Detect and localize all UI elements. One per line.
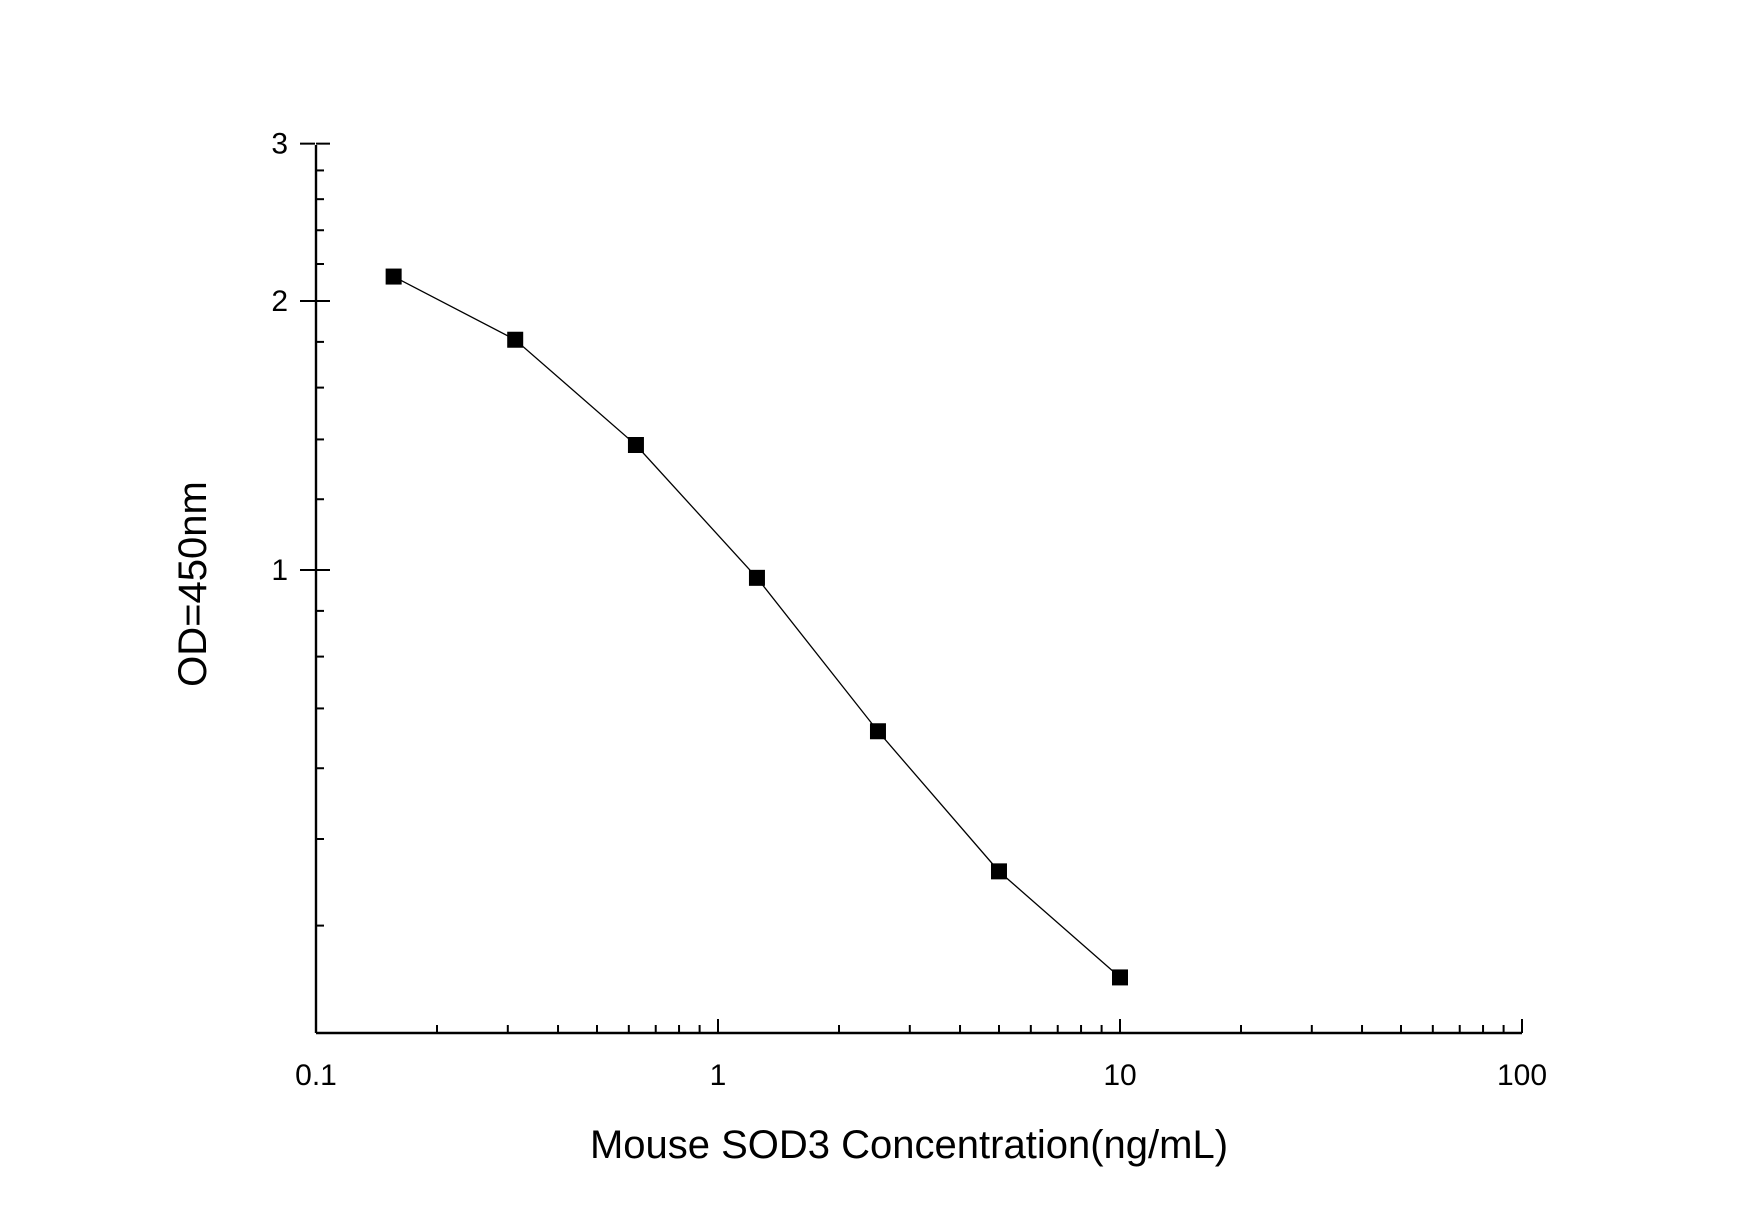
data-point bbox=[869, 723, 886, 740]
x-tick-label: 1 bbox=[710, 1059, 727, 1092]
x-tick-label: 0.1 bbox=[295, 1059, 337, 1092]
data-point bbox=[627, 437, 644, 454]
data-point bbox=[990, 863, 1007, 880]
y-tick-labels: 1 2 3 bbox=[271, 128, 288, 587]
data-point bbox=[748, 569, 765, 586]
y-axis-title: OD=450nm bbox=[171, 481, 215, 687]
y-tick-label: 2 bbox=[271, 285, 288, 318]
x-tick-label: 100 bbox=[1497, 1059, 1547, 1092]
data-point bbox=[385, 268, 402, 285]
y-tick-label: 3 bbox=[271, 128, 288, 161]
data-markers bbox=[385, 268, 1128, 986]
series-line bbox=[393, 275, 1121, 978]
y-tick-label: 1 bbox=[271, 554, 288, 587]
x-axis-title: Mouse SOD3 Concentration(ng/mL) bbox=[590, 1123, 1228, 1167]
data-point bbox=[507, 331, 524, 348]
x-tick-label: 10 bbox=[1103, 1059, 1136, 1092]
x-tick-labels: 0.1 1 10 100 bbox=[295, 1059, 1547, 1092]
axes bbox=[314, 145, 1522, 1035]
y-ticks bbox=[300, 142, 330, 927]
x-ticks bbox=[315, 1019, 1523, 1033]
data-point bbox=[1112, 969, 1128, 986]
